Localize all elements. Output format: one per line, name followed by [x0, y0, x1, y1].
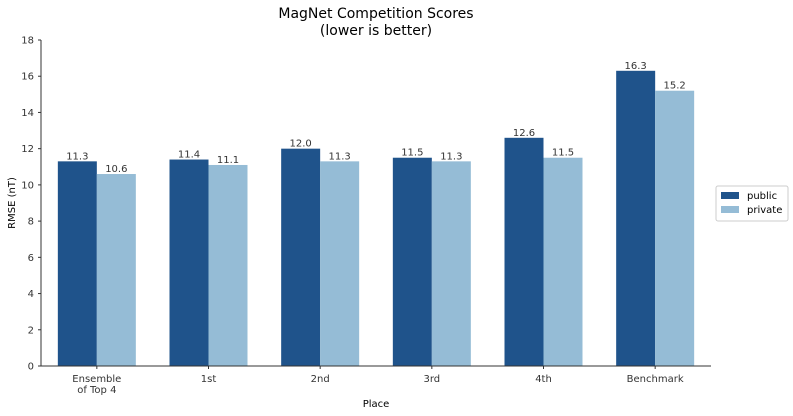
bar-private [543, 157, 583, 366]
y-tick-label: 10 [21, 180, 34, 191]
y-tick-label: 16 [21, 72, 34, 83]
x-tick-label: 3rd [424, 374, 441, 385]
y-tick-label: 14 [21, 108, 34, 119]
bar-value-label: 11.5 [552, 148, 574, 159]
bar-value-label: 11.5 [401, 148, 423, 159]
y-axis-ticks: 0 2 4 6 8 10 12 14 16 18 [21, 36, 41, 373]
y-tick-label: 4 [28, 289, 34, 300]
bar-public [169, 159, 209, 366]
bar-private [208, 164, 248, 366]
bar-value-label: 11.4 [178, 150, 200, 161]
bar-value-label: 11.3 [440, 151, 462, 162]
bar-value-label: 11.3 [329, 151, 351, 162]
bar-private [320, 161, 360, 366]
bars-group [57, 70, 695, 367]
bar-value-label: 10.6 [105, 164, 127, 175]
bar-value-label: 12.0 [290, 139, 312, 150]
y-tick-label: 0 [28, 362, 34, 373]
y-tick-label: 2 [28, 325, 34, 336]
y-tick-label: 12 [21, 144, 34, 155]
bar-public [616, 70, 656, 367]
bar-public [281, 148, 321, 366]
y-tick-label: 8 [28, 217, 34, 228]
legend-label-public: public [747, 191, 777, 202]
y-tick-label: 18 [21, 36, 34, 47]
x-tick-label: 2nd [311, 374, 330, 385]
bar-public [504, 137, 544, 366]
chart-subtitle: (lower is better) [320, 23, 432, 39]
bar-labels-group: 11.3 10.6 11.4 11.1 12.0 11.3 11.5 11.3 12.6 11.5… [66, 61, 686, 175]
legend: public private [715, 185, 789, 222]
bar-value-label: 11.1 [217, 155, 239, 166]
legend-swatch-private [721, 206, 739, 213]
bar-value-label: 15.2 [664, 81, 686, 92]
bar-value-label: 12.6 [513, 128, 535, 139]
legend-label-private: private [747, 205, 782, 216]
bar-value-label: 11.3 [66, 151, 88, 162]
x-tick-label: Ensemble [72, 374, 121, 385]
x-tick-label: 1st [201, 374, 217, 385]
legend-swatch-public [721, 192, 739, 199]
x-tick-label: 4th [535, 374, 552, 385]
x-tick-label: Benchmark [627, 374, 684, 385]
bar-private [96, 174, 136, 366]
bar-private [655, 90, 695, 366]
chart-title: MagNet Competition Scores [278, 6, 473, 22]
y-tick-label: 6 [28, 253, 34, 264]
y-axis-label: RMSE (nT) [7, 177, 18, 229]
bar-public [57, 161, 97, 366]
bar-value-label: 16.3 [625, 61, 647, 72]
x-axis-label: Place [363, 399, 390, 410]
bar-private [431, 161, 471, 366]
bar-public [392, 157, 432, 366]
x-tick-label: of Top 4 [77, 385, 116, 396]
